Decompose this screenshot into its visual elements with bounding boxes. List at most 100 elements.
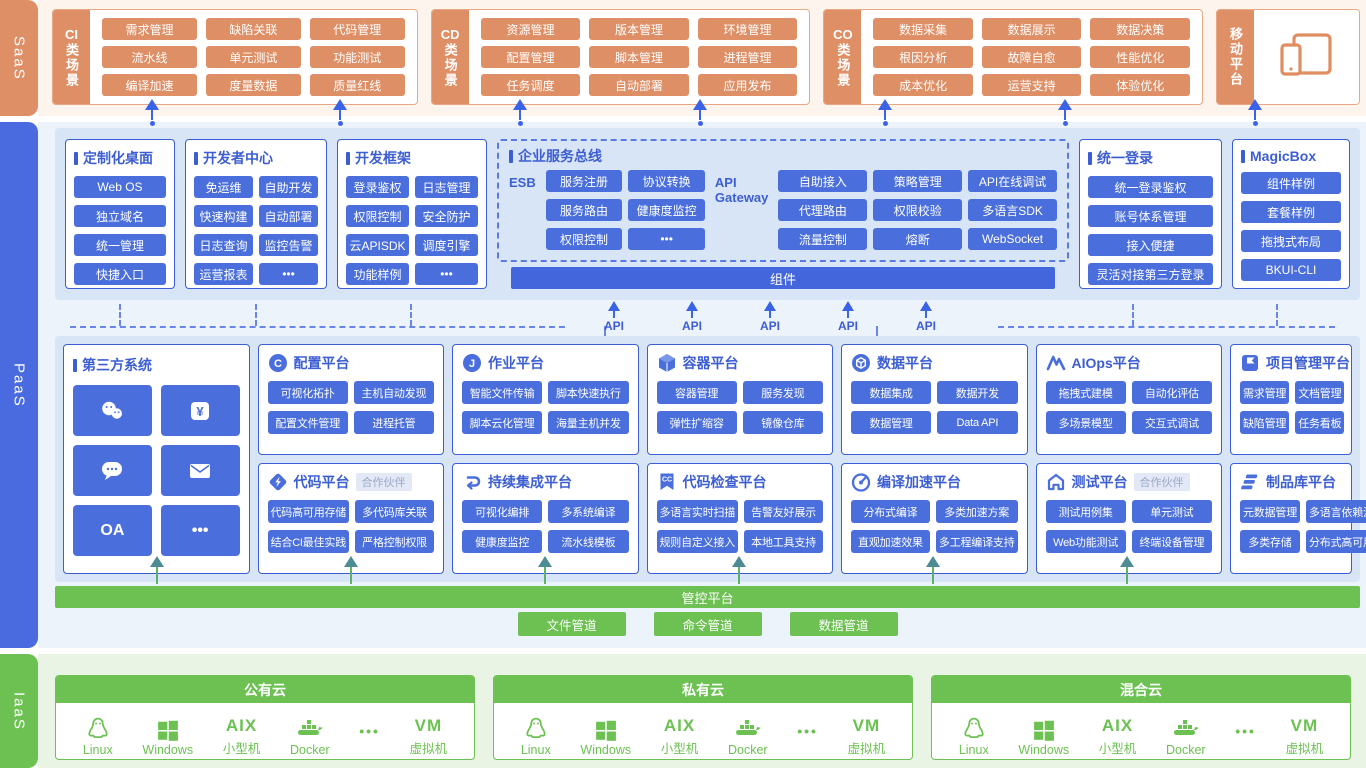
scene-item: 根因分析 <box>873 46 973 68</box>
ellipsis-icon: ••• <box>797 723 818 739</box>
dashed-connector <box>876 326 878 337</box>
compile-accelerate-icon <box>851 472 871 492</box>
title-marker-icon <box>194 151 198 165</box>
platform-feature: 需求管理 <box>1240 381 1290 404</box>
esb-feature-pill: 协议转换 <box>628 170 705 192</box>
feature-pill: 拖拽式布局 <box>1241 230 1341 252</box>
saas-rail: SaaS <box>0 0 38 116</box>
paas-rail: PaaS <box>0 122 38 648</box>
magicbox-box: MagicBox 组件样例 套餐样例 拖拽式布局 BKUI-CLI <box>1232 139 1350 289</box>
config-platform-icon: C <box>268 353 288 373</box>
platform-title: 制品库平台 <box>1266 474 1336 490</box>
feature-pill: 快速构建 <box>194 205 253 227</box>
platform-feature: 镜像仓库 <box>742 411 823 434</box>
platform-feature: 多类加速方案 <box>935 500 1018 523</box>
scene-item: 流水线 <box>102 46 197 68</box>
unified-login-box: 统一登录 统一登录鉴权 账号体系管理 接入便捷 灵活对接第三方登录 <box>1079 139 1222 289</box>
box-title: 开发者中心 <box>203 150 273 166</box>
code-platform-box: 代码平台 合作伙伴 代码高可用存储 多代码库关联 结合CI最佳实践 严格控制权限 <box>257 463 444 574</box>
ellipsis-icon: ••• <box>1235 723 1256 739</box>
platform-title: 配置平台 <box>293 355 350 371</box>
platform-feature: 进程托管 <box>353 411 434 434</box>
os-linux: Linux <box>83 705 113 757</box>
platform-feature: 测试用例集 <box>1045 500 1126 523</box>
scene-item: 数据展示 <box>981 18 1082 40</box>
box-title: 统一登录 <box>1097 150 1153 166</box>
gateway-feature-pill: 自助接入 <box>778 170 868 192</box>
scene-item: 度量数据 <box>205 74 301 96</box>
ellipsis-icon: ••• <box>359 723 380 739</box>
co-scenes-box: CO 类场景 数据采集 数据展示 数据决策 根因分析 故障自愈 性能优化 成本优化 运营支持体… <box>823 9 1203 105</box>
cloud-title: 私有云 <box>494 676 912 703</box>
scene-item: 脚本管理 <box>589 46 689 68</box>
up-arrow-icon <box>538 556 552 584</box>
feature-pill: 自动部署 <box>259 205 318 227</box>
platform-feature: 弹性扩缩容 <box>656 411 737 434</box>
feature-pill: Web OS <box>74 176 166 198</box>
scene-item: 缺陷关联 <box>205 18 301 40</box>
gateway-feature-pill: 多语言SDK <box>968 199 1057 221</box>
cloud-title: 混合云 <box>932 676 1350 703</box>
paas-top-panel: 定制化桌面 Web OS 独立域名 统一管理 快捷入口 开发者中心 免运维 自助开发 快速… <box>55 128 1360 300</box>
paas-rail-label: PaaS <box>10 362 28 408</box>
message-icon <box>73 445 152 496</box>
feature-pill: ••• <box>259 263 318 285</box>
pipe-button: 命令管道 <box>653 612 762 636</box>
os-linux: Linux <box>521 705 551 757</box>
feature-pill: 统一管理 <box>74 234 166 256</box>
more-icon: ••• <box>160 505 240 556</box>
platform-feature: 配置文件管理 <box>267 411 348 434</box>
feature-pill: 接入便捷 <box>1088 234 1213 256</box>
test-platform-icon <box>1046 472 1066 492</box>
os-aix: AIX 小型机 <box>222 716 261 756</box>
platform-feature: 多工程编译支持 <box>935 530 1018 553</box>
platform-feature: 流水线模板 <box>548 530 629 553</box>
platform-feature: 数据管理 <box>851 411 932 434</box>
esb-feature-pill: 服务路由 <box>545 199 623 221</box>
esb-feature-pill: 权限控制 <box>545 228 623 250</box>
wechat-icon <box>73 385 152 436</box>
os-windows: Windows <box>580 705 631 757</box>
platform-feature: 服务发现 <box>742 381 823 404</box>
feature-pill: 免运维 <box>194 176 253 198</box>
scene-code: CI <box>65 26 78 42</box>
os-aix: AIX 小型机 <box>1098 716 1137 756</box>
scene-label-text: 类场景 <box>64 42 79 88</box>
mobile-platform-label: 移动平台 <box>1216 10 1254 104</box>
box-title: 第三方系统 <box>82 357 152 373</box>
scene-item: 应用发布 <box>697 74 798 96</box>
up-arrow-icon <box>344 556 358 584</box>
scene-item: 成本优化 <box>873 74 973 96</box>
component-bar: 组件 <box>511 267 1055 289</box>
os-docker: Docker <box>728 705 768 757</box>
scene-item: 单元测试 <box>205 46 301 68</box>
api-arrow: API <box>833 301 863 333</box>
gateway-feature-pill: 代理路由 <box>778 199 868 221</box>
artifact-repo-icon <box>1240 472 1260 492</box>
svg-text:¥: ¥ <box>197 404 205 419</box>
cd-scene-grid: 资源管理 版本管理 环境管理 配置管理 脚本管理 进程管理 任务调度 自动部署 应用发布 <box>469 10 810 104</box>
os-aix: AIX 小型机 <box>660 716 699 756</box>
esb-feature-pill: ••• <box>628 228 705 250</box>
feature-pill: 功能样例 <box>346 263 409 285</box>
platform-feature: Data API <box>937 411 1018 434</box>
feature-pill: 日志管理 <box>415 176 478 198</box>
os-docker: Docker <box>1166 705 1206 757</box>
ci-platform-box: 持续集成平台 可视化编排 多系统编译 健康度监控 流水线模板 <box>452 463 639 574</box>
scene-item: 功能测试 <box>309 46 405 68</box>
aiops-platform-box: AIOps平台 拖拽式建模 自动化评估 多场景模型 交互式调试 <box>1035 344 1222 455</box>
platform-feature: 数据集成 <box>851 381 932 404</box>
platform-feature: 海量主机并发 <box>548 411 629 434</box>
platform-feature: 多类存储 <box>1240 530 1300 553</box>
svg-text:CC: CC <box>661 477 671 484</box>
dashed-connector <box>255 304 257 326</box>
feature-pill: ••• <box>415 263 478 285</box>
scene-label-text: 类场景 <box>835 42 851 88</box>
ci-scenes-box: CI 类场景 需求管理 缺陷关联 代码管理 流水线 单元测试 功能测试 编译加速 度量数据 质量… <box>52 9 418 105</box>
mobile-icon-area <box>1253 10 1359 104</box>
scene-item: 性能优化 <box>1090 46 1190 68</box>
feature-pill: 云APISDK <box>346 234 409 256</box>
scene-item: 自动部署 <box>589 74 689 96</box>
platform-feature: 分布式编译 <box>851 500 930 523</box>
scene-item: 数据采集 <box>873 18 973 40</box>
